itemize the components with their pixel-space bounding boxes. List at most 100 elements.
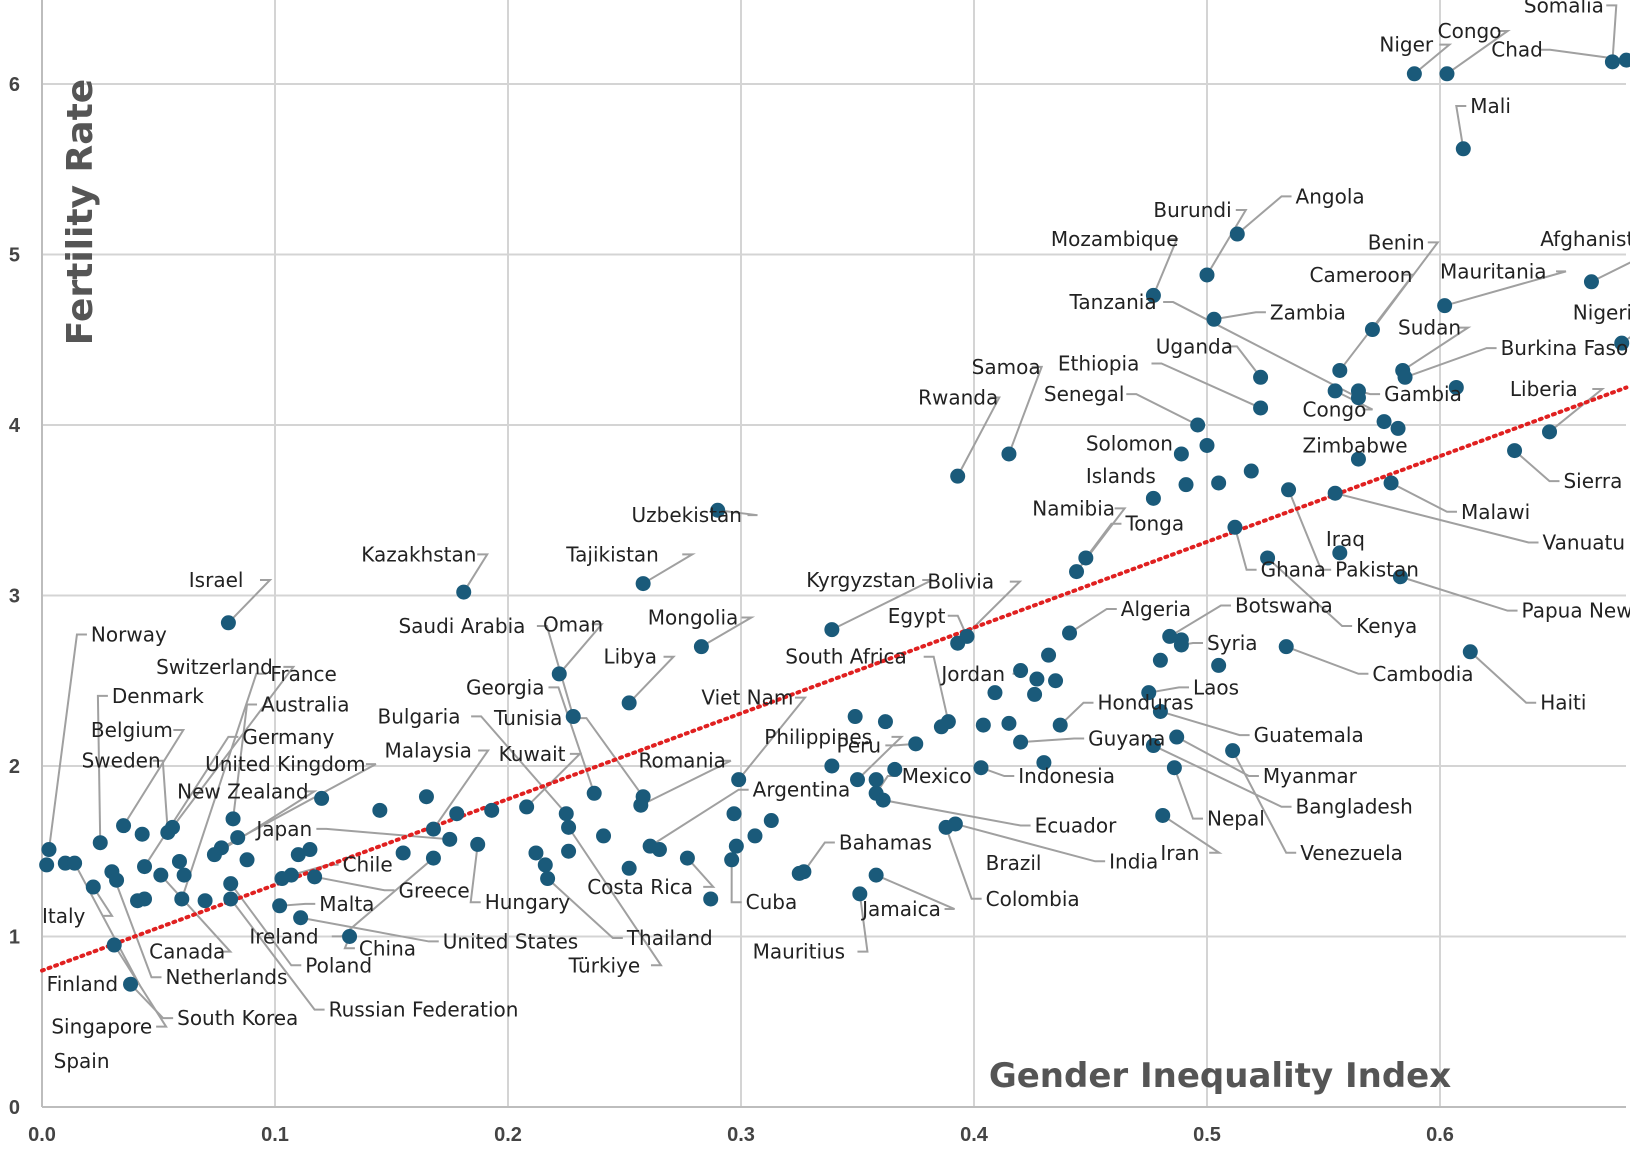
point-label: Venezuela — [1300, 841, 1403, 865]
point-label: Iran — [1160, 841, 1199, 865]
data-point-kuwait — [519, 799, 535, 815]
point-label: Congo — [1303, 397, 1367, 421]
data-point-guyana — [1013, 734, 1029, 750]
x-tick-label: 0.4 — [960, 1124, 989, 1146]
point-label: Ireland — [249, 924, 318, 948]
data-point-pakistan — [1281, 482, 1297, 498]
point-label: Zimbabwe — [1303, 433, 1408, 457]
leader-line — [875, 874, 955, 911]
point-label: Greece — [398, 878, 469, 902]
data-point-guatemala — [1152, 703, 1168, 719]
data-point — [528, 845, 544, 861]
point-label: Senegal — [1044, 382, 1125, 406]
data-point-algeria — [1062, 625, 1078, 641]
data-point — [197, 893, 213, 909]
point-label: Syria — [1207, 631, 1258, 655]
leader-line — [642, 553, 696, 585]
point-labels: SomaliaCongoChadNigerMaliAngolaBurundiMo… — [42, 0, 1630, 1073]
leader-line — [1548, 388, 1606, 433]
data-point-laos — [1141, 685, 1157, 701]
leader-line — [122, 729, 186, 827]
data-point-greece — [307, 869, 323, 885]
point-label: Thailand — [626, 926, 713, 950]
leader-line — [232, 703, 258, 819]
data-point — [1027, 686, 1043, 702]
data-point — [484, 802, 500, 818]
data-points — [39, 52, 1630, 992]
point-label: Iraq — [1326, 527, 1365, 551]
leader-line — [1231, 750, 1297, 854]
leader-line — [831, 578, 933, 631]
point-label: Libya — [604, 645, 658, 669]
point-label: Solomon — [1086, 432, 1173, 456]
data-point — [134, 826, 150, 842]
leader-line — [536, 625, 575, 717]
point-label: Namibia — [1032, 496, 1115, 520]
data-point-costa-rica — [679, 850, 695, 866]
data-point-finland — [67, 855, 83, 871]
point-label: Oman — [543, 612, 603, 636]
leader-line — [1444, 270, 1567, 307]
data-point — [868, 772, 884, 788]
data-point-samoa — [1001, 446, 1017, 462]
data-point-angola — [1229, 226, 1245, 242]
data-point-georgia — [586, 785, 602, 801]
point-label: Mozambique — [1051, 227, 1179, 251]
point-label: Myanmar — [1263, 764, 1358, 788]
data-point-tanzania — [1350, 390, 1366, 406]
point-label: Honduras — [1097, 691, 1193, 715]
data-point-senegal — [1190, 417, 1206, 433]
point-label: Israel — [189, 568, 244, 592]
leader-line — [1236, 195, 1292, 235]
point-label: Georgia — [466, 675, 544, 699]
point-label: Uganda — [1156, 334, 1233, 358]
data-point-viet-nam — [731, 772, 747, 788]
point-label: Chile — [343, 853, 393, 877]
point-label: Laos — [1193, 675, 1239, 699]
data-point — [747, 828, 763, 844]
point-label: New Zealand — [177, 779, 308, 803]
leader-line — [1173, 767, 1203, 820]
data-point — [176, 867, 192, 883]
data-point-russian-federation — [223, 891, 239, 907]
point-label: Belgium — [91, 718, 173, 742]
leader-line — [180, 672, 267, 900]
leader-line — [1233, 527, 1257, 571]
x-tick-label: 0.5 — [1193, 1124, 1221, 1146]
point-label: India — [1109, 849, 1158, 873]
data-point — [290, 847, 306, 863]
data-point — [372, 802, 388, 818]
data-point-sweden — [160, 824, 176, 840]
point-label: Jordan — [939, 662, 1005, 686]
data-point-hungary — [470, 836, 486, 852]
data-point-japan — [442, 831, 458, 847]
data-point-chad — [1618, 52, 1630, 68]
leader-line — [314, 875, 395, 892]
data-point-honduras — [1052, 717, 1068, 733]
leader-line — [1148, 686, 1190, 694]
data-point — [621, 860, 637, 876]
leader-line — [628, 655, 676, 704]
leader-line — [1169, 604, 1231, 638]
data-point-kyrgyzstan — [824, 622, 840, 638]
data-point-somalia — [1604, 54, 1620, 70]
data-point — [728, 838, 744, 854]
data-point — [1036, 755, 1052, 771]
point-label: Kenya — [1356, 614, 1417, 638]
data-point — [1178, 477, 1194, 493]
point-label: Malaysia — [385, 738, 472, 762]
point-label: Cuba — [746, 890, 798, 914]
y-tick-label: 1 — [9, 927, 20, 949]
data-point-iraq — [1332, 545, 1348, 561]
point-label: Peru — [837, 733, 882, 757]
data-point-venezuela — [1225, 743, 1241, 759]
leader-line — [1285, 645, 1369, 675]
data-point — [537, 857, 553, 873]
leader-line — [229, 898, 325, 1011]
point-label: Tanzania — [1069, 290, 1157, 314]
leader-line — [1152, 744, 1292, 808]
data-point — [1001, 715, 1017, 731]
data-point-mauritius — [852, 886, 868, 902]
leader-line — [171, 665, 296, 828]
